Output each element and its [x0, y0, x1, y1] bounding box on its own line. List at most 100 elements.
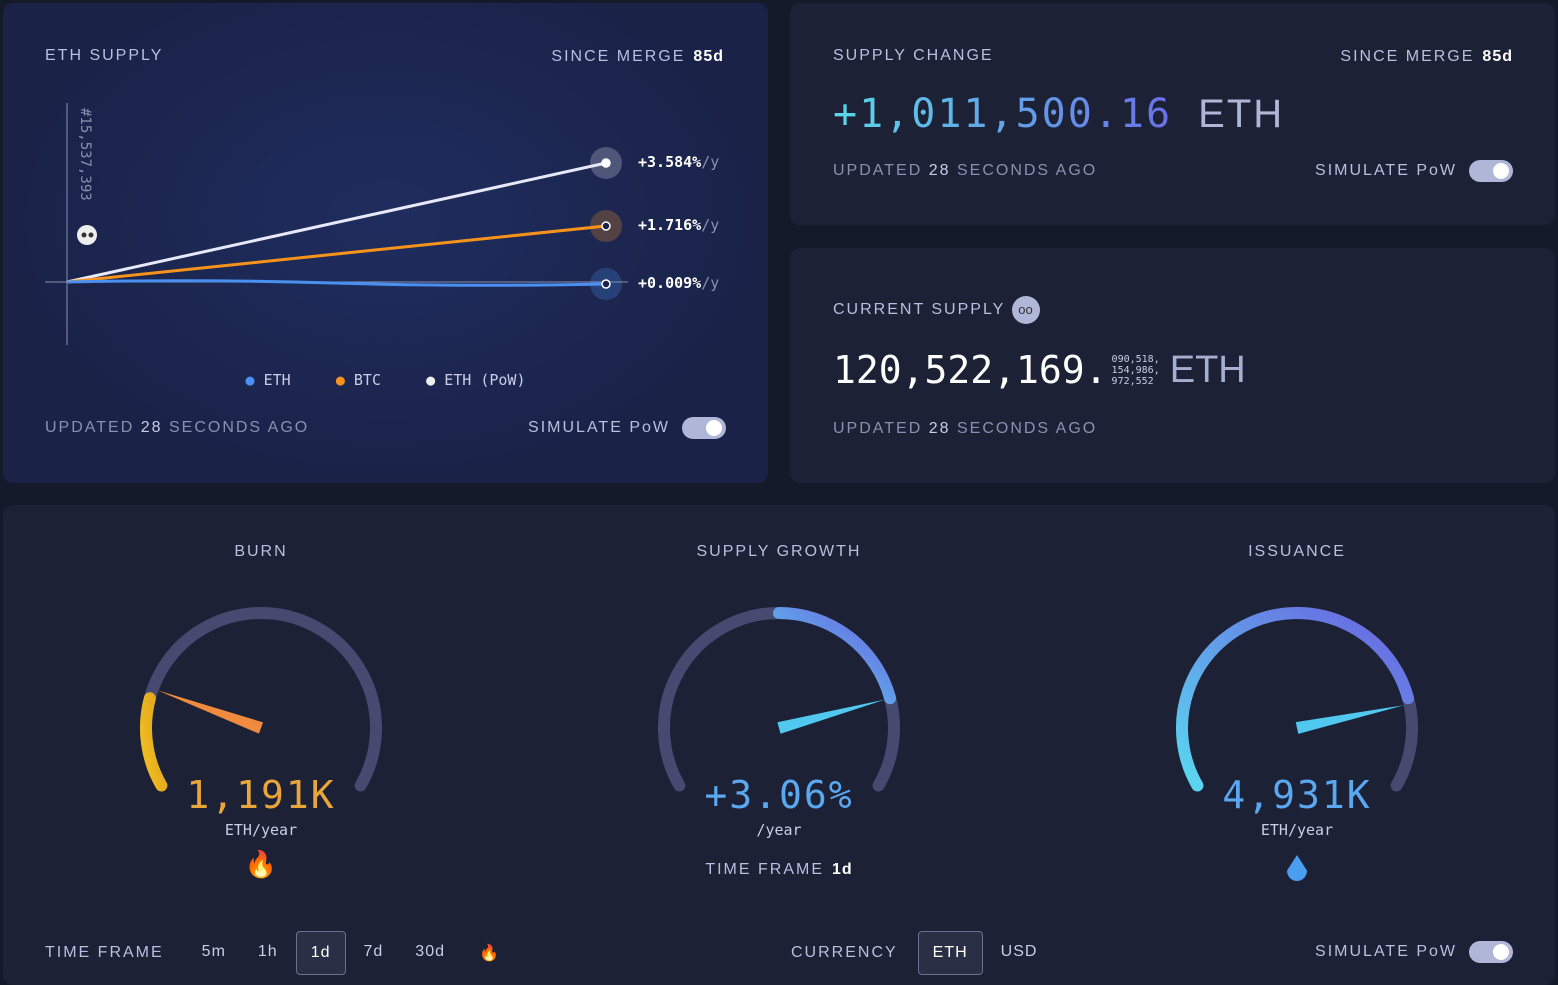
updated-seconds: 28 [928, 420, 951, 437]
series-line-eth-pow- [66, 161, 607, 284]
gauges-card: BURN 1,191K ETH/year 🔥 SUPPLY GROWTH +3.… [3, 505, 1555, 985]
nerd-face-icon: oo [1011, 296, 1040, 324]
current-supply-title: CURRENT SUPPLY oo [833, 296, 1040, 324]
gauge-title: ISSUANCE [1248, 543, 1346, 560]
gauge-unit: ETH/year [1260, 821, 1334, 839]
timeframe-7d[interactable]: 7d [363, 943, 384, 960]
decimal-line: 972,552 [1111, 375, 1154, 387]
gauge-timeframe-value: 1d [832, 861, 853, 878]
legend-btc[interactable]: ● BTC [336, 371, 381, 389]
series-endpoint[interactable] [601, 158, 611, 168]
simulate-pow-toggle[interactable]: SIMULATE PoW [1315, 941, 1513, 963]
since-merge: SINCE MERGE 85d [1340, 48, 1513, 66]
series-rate: +3.584%/y [638, 153, 719, 171]
series-rate: +0.009%/y [638, 274, 719, 292]
gauge-title: SUPPLY GROWTH [696, 543, 862, 560]
current-supply-label: CURRENT SUPPLY [833, 301, 1006, 319]
supply-change-card: SUPPLY CHANGE SINCE MERGE 85d +1,011,500.… [790, 3, 1555, 225]
gauge-title: BURN [234, 543, 288, 560]
gauge-value: +3.06% [704, 773, 854, 817]
supply-change-value: +1,011,500.16 ETH [833, 91, 1284, 137]
legend-eth-pow[interactable]: ● ETH (PoW) [426, 371, 525, 389]
supply-change-unit: ETH [1198, 92, 1285, 136]
supply-change-title: SUPPLY CHANGE [833, 47, 994, 64]
timeframe-label: TIME FRAME [45, 944, 164, 961]
simulate-pow-label: SIMULATE PoW [528, 419, 670, 437]
currency-eth[interactable]: ETH [917, 931, 983, 975]
since-label: SINCE MERGE [1340, 48, 1475, 65]
series-lines [66, 147, 622, 300]
timeframe-1h[interactable]: 1h [257, 943, 278, 960]
gauge-needle [157, 690, 264, 734]
updated-label: UPDATED [833, 162, 923, 179]
gauge-unit: /year [756, 821, 802, 839]
legend-label: BTC [353, 371, 381, 389]
gauge-fill [140, 692, 168, 792]
gauge-value: 1,191K [186, 773, 336, 817]
series-rate-value: +3.584% [638, 153, 702, 171]
series-rate-unit: /y [701, 153, 720, 171]
gauge-value: 4,931K [1222, 773, 1372, 817]
legend-eth[interactable]: ● ETH [246, 371, 291, 389]
flame-icon[interactable]: 🔥 [479, 945, 501, 962]
series-rate-value: +0.009% [638, 274, 702, 292]
series-rate-unit: /y [701, 216, 720, 234]
toggle-switch[interactable] [1469, 160, 1513, 182]
legend-dot-icon: ● [335, 371, 345, 389]
timeframe-options: 5m 1h 1d 7d 30d [188, 931, 459, 975]
updated-suffix: SECONDS AGO [168, 419, 310, 436]
series-line-btc [66, 224, 607, 284]
updated-seconds: 28 [928, 162, 951, 179]
timeframe-5m[interactable]: 5m [201, 943, 226, 960]
series-rate-unit: /y [701, 274, 720, 292]
current-supply-decimals: 090,518, 154,986, 972,552 [1112, 354, 1160, 387]
decimal-line: 154,986, [1111, 364, 1160, 376]
since-label: SINCE MERGE [551, 48, 686, 65]
gauge-fill [773, 607, 897, 705]
gauge-dial [140, 607, 382, 792]
since-value: 85d [1482, 48, 1513, 65]
simulate-pow-label: SIMULATE PoW [1315, 162, 1457, 180]
series-endpoint[interactable] [601, 221, 611, 231]
supply-change-amount: +1,011,500.16 [833, 91, 1173, 137]
legend-dot-icon: ● [245, 371, 255, 389]
simulate-pow-toggle[interactable]: SIMULATE PoW [1315, 160, 1513, 182]
updated-suffix: SECONDS AGO [956, 420, 1098, 437]
eth-supply-card: ETH SUPPLY SINCE MERGE 85d #15,537,393 +3… [3, 3, 768, 483]
simulate-pow-toggle[interactable]: SIMULATE PoW [528, 417, 726, 439]
toggle-switch[interactable] [682, 417, 726, 439]
currency-usd[interactable]: USD [1000, 943, 1038, 960]
series-rate-value: +1.716% [638, 216, 702, 234]
updated-text: UPDATED 28 SECONDS AGO [833, 420, 1097, 438]
gauge-needle [777, 699, 886, 734]
eth-supply-title: ETH SUPPLY [45, 47, 164, 64]
panda-icon [77, 225, 97, 245]
since-value: 85d [693, 48, 724, 65]
gauge-unit: ETH/year [224, 821, 298, 839]
updated-seconds: 28 [140, 419, 163, 436]
series-endpoint[interactable] [601, 279, 611, 289]
timeframe-1d[interactable]: 1d [295, 931, 346, 975]
series-line-eth [66, 279, 607, 287]
supply-chart: #15,537,393 [45, 103, 628, 345]
panda-eye-icon [88, 232, 94, 238]
timeframe-30d[interactable]: 30d [415, 943, 445, 960]
updated-text: UPDATED 28 SECONDS AGO [45, 419, 309, 437]
gauge-timeframe: TIME FRAME 1d [579, 861, 979, 879]
current-supply-integer: 120,522,169. [833, 348, 1108, 392]
series-rate: +1.716%/y [638, 216, 719, 234]
legend-dot-icon: ● [426, 371, 436, 389]
currency-options: ETH USD [917, 931, 1052, 975]
simulate-pow-label: SIMULATE PoW [1315, 943, 1457, 961]
currency-label: CURRENCY [791, 944, 898, 961]
toggle-switch[interactable] [1469, 941, 1513, 963]
gauge-supply-growth: SUPPLY GROWTH +3.06% /year TIME FRAME 1d [579, 505, 979, 905]
since-merge: SINCE MERGE 85d [551, 48, 724, 66]
gauge-dial [658, 607, 900, 792]
panda-eye-icon [81, 232, 87, 238]
legend-label: ETH (PoW) [444, 371, 526, 389]
current-supply-unit: ETH [1169, 348, 1246, 391]
decimal-line: 090,518, [1111, 353, 1160, 365]
gauge-fill [1176, 607, 1415, 792]
gauge-burn: BURN 1,191K ETH/year 🔥 [61, 505, 461, 905]
